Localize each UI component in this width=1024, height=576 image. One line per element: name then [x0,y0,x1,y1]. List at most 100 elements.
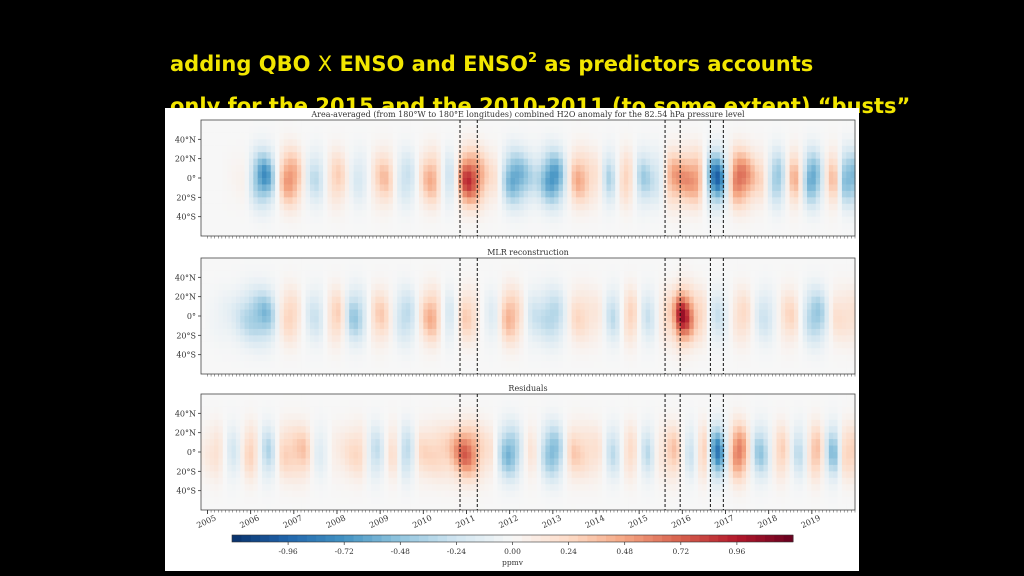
heatmap-cell [466,270,472,278]
heatmap-cell [637,348,642,356]
heatmap-cell [240,145,246,153]
heatmap-cell [497,152,503,160]
heatmap-cell [820,165,826,173]
heatmap-cell [244,190,250,198]
heatmap-cell [519,178,525,186]
heatmap-cell [388,165,394,173]
heatmap-cell [314,270,320,278]
heatmap-cell [214,120,220,128]
heatmap-cell [227,341,233,349]
heatmap-cell [571,316,577,324]
heatmap-cell [436,210,442,218]
heatmap-cell [314,165,320,173]
heatmap-cell [541,197,547,205]
heatmap-cell [584,126,590,134]
heatmap-cell [671,290,677,298]
heatmap-cell [602,178,608,186]
heatmap-cell [410,277,416,285]
heatmap-cell [344,322,350,330]
heatmap-cell [231,165,237,173]
heatmap-cell [558,120,564,128]
heatmap-cell [440,184,446,192]
heatmap-cell [702,354,708,362]
heatmap-cell [506,348,512,356]
heatmap-cell [541,178,547,186]
heatmap-cell [410,171,416,179]
heatmap-cell [353,132,359,140]
heatmap-cell [698,197,703,205]
heatmap-cell [549,283,555,291]
heatmap-cell [262,309,267,317]
heatmap-cell [488,322,494,330]
heatmap-cell [201,165,206,173]
heatmap-cell [427,229,433,237]
heatmap-cell [466,126,472,134]
heatmap-cell [279,270,285,278]
heatmap-cell [514,165,520,173]
heatmap-cell [235,309,241,317]
heatmap-cell [488,290,494,298]
heatmap-cell [658,184,664,192]
heatmap-cell [209,223,215,231]
heatmap-cell [715,152,721,160]
heatmap-cell [619,367,625,375]
heatmap-cell [205,223,211,231]
heatmap-cell [506,152,512,160]
heatmap-cell [567,165,573,173]
heatmap-cell [331,165,337,173]
heatmap-cell [405,152,411,160]
heatmap-cell [283,367,289,375]
heatmap-cell [296,184,302,192]
heatmap-cell [575,277,581,285]
heatmap-cell [728,229,734,237]
heatmap-cell [462,367,468,375]
heatmap-cell [785,171,791,179]
heatmap-cell [344,277,350,285]
heatmap-cell [292,184,298,192]
heatmap-cell [384,277,390,285]
heatmap-cell [331,322,337,330]
heatmap-cell [292,328,298,336]
heatmap-cell [637,145,642,153]
heatmap-cell [371,361,376,369]
heatmap-cell [493,210,499,218]
heatmap-cell [811,229,817,237]
heatmap-cell [641,354,647,362]
heatmap-cell [536,335,542,343]
heatmap-cell [436,322,442,330]
heatmap-cell [466,309,472,317]
heatmap-cell [392,132,398,140]
heatmap-cell [684,145,690,153]
heatmap-cell [602,316,608,324]
heatmap-cell [292,264,298,272]
heatmap-cell [401,354,407,362]
heatmap-cell [240,158,246,166]
heatmap-cell [323,367,329,375]
heatmap-cell [248,367,254,375]
heatmap-cell [388,139,394,147]
heatmap-cell [501,145,507,153]
heatmap-cell [497,277,503,285]
heatmap-cell [480,270,485,278]
heatmap-cell [619,309,625,317]
heatmap-cell [741,139,747,147]
heatmap-cell [244,296,250,304]
heatmap-cell [567,361,573,369]
heatmap-cell [227,264,233,272]
heatmap-cell [379,270,385,278]
heatmap-cell [222,348,228,356]
heatmap-cell [763,132,769,140]
heatmap-cell [536,216,542,224]
heatmap-cell [305,283,311,291]
heatmap-cell [615,190,621,198]
heatmap-cell [689,139,695,147]
heatmap-cell [371,290,376,298]
heatmap-cell [283,145,289,153]
heatmap-cell [554,341,560,349]
heatmap-cell [405,283,411,291]
heatmap-cell [802,210,808,218]
heatmap-cell [549,190,555,198]
heatmap-cell [593,190,599,198]
heatmap-cell [645,361,651,369]
heatmap-cell [571,126,577,134]
